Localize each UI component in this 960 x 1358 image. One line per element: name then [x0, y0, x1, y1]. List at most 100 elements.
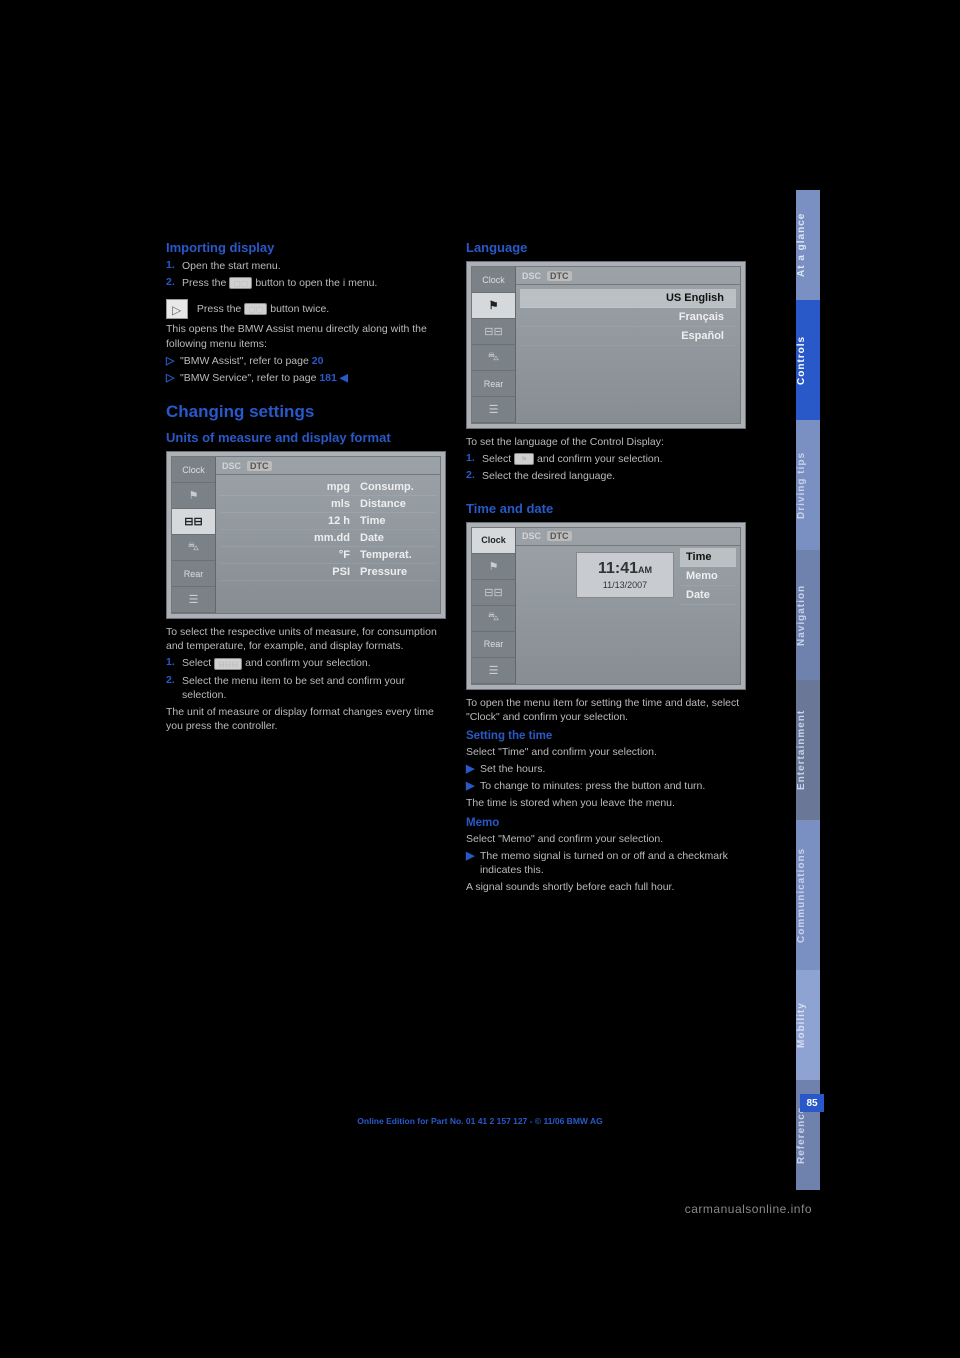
- lcd-side-clock: Clock: [172, 457, 215, 483]
- lcd-dtc: DTC: [547, 271, 572, 281]
- memo-paragraph-2: A signal sounds shortly before each full…: [466, 880, 746, 894]
- lcd-side-flag-icon: ⚑: [472, 293, 515, 319]
- lcd-time-list-item: Memo: [680, 567, 736, 586]
- step-number: 2.: [166, 276, 182, 290]
- lcd-dsc: DSC: [522, 531, 541, 541]
- lcd-side-menu-icon: ☰: [172, 587, 215, 613]
- lcd-main: DSC DTC 11:41AM 11/13/2007 TimeMemoDate: [516, 528, 740, 684]
- text-fragment: "BMW Assist", refer to page: [180, 355, 312, 367]
- lcd-dtc: DTC: [247, 461, 272, 471]
- lang-step-1: 1. Select ⚑ and confirm your selection.: [466, 452, 746, 466]
- text-fragment: button twice.: [270, 303, 329, 315]
- tab-at-a-glance[interactable]: At a glance: [796, 190, 820, 300]
- tab-communications[interactable]: Communications: [796, 820, 820, 970]
- step-body: Select the desired language.: [482, 469, 746, 483]
- heading-units: Units of measure and display format: [166, 430, 446, 445]
- note-bullet-1: ▷ "BMW Assist", refer to page 20: [166, 354, 446, 368]
- step-number: 1.: [166, 259, 182, 273]
- tab-controls[interactable]: Controls: [796, 300, 820, 420]
- lcd-time-screenshot: Clock ⚑ ⊟⊟ ⛍ Rear ☰ DSC DTC 11:41AM: [466, 522, 746, 690]
- imenu-button-icon: ▢▢: [229, 277, 252, 289]
- page-link[interactable]: 20: [312, 355, 324, 367]
- lcd-dtc: DTC: [547, 531, 572, 541]
- lcd-lang-row: Français: [520, 308, 736, 327]
- heading-time-date: Time and date: [466, 501, 746, 516]
- bullet-body: To change to minutes: press the button a…: [480, 779, 746, 793]
- lcd-side-ruler-icon: ⊟⊟: [472, 319, 515, 345]
- lcd-dsc: DSC: [522, 271, 541, 281]
- lang-paragraph-1: To set the language of the Control Displ…: [466, 435, 746, 449]
- lcd-side-car-icon: ⛍: [472, 345, 515, 371]
- tab-driving-tips[interactable]: Driving tips: [796, 420, 820, 550]
- text-fragment: Select: [182, 657, 214, 669]
- lcd-units-screenshot: Clock ⚑ ⊟⊟ ⛍ Rear ☰ DSC DTC mpgConsump.m…: [166, 451, 446, 619]
- units-paragraph-1: To select the respective units of measur…: [166, 625, 446, 653]
- units-step-2: 2. Select the menu item to be set and co…: [166, 674, 446, 702]
- lcd-sidebar: Clock ⚑ ⊟⊟ ⛍ Rear ☰: [172, 457, 216, 613]
- step-body: Select ⚑ and confirm your selection.: [482, 452, 746, 466]
- settime-paragraph: Select "Time" and confirm your selection…: [466, 745, 746, 759]
- lcd-side-clock: Clock: [472, 267, 515, 293]
- lcd-time-value: 11:41AM: [598, 560, 652, 578]
- text-fragment: "BMW Service", refer to page: [180, 372, 319, 384]
- lcd-side-rear: Rear: [172, 561, 215, 587]
- lcd-units-row: mlsDistance: [220, 496, 436, 513]
- lcd-units-row: 12 hTime: [220, 513, 436, 530]
- bullet-triangle: ▶: [466, 762, 480, 776]
- bullet-triangle: ▷: [166, 371, 180, 385]
- step-body: Select ⊟⊟⊟ and confirm your selection.: [182, 656, 446, 670]
- import-step-1: 1. Open the start menu.: [166, 259, 446, 273]
- note-icon: [166, 299, 188, 319]
- memo-paragraph: Select "Memo" and confirm your selection…: [466, 832, 746, 846]
- step-number: 2.: [166, 674, 182, 702]
- step-body: Press the ▢▢ button to open the i menu.: [182, 276, 446, 290]
- text-fragment: Press the: [197, 303, 244, 315]
- settime-paragraph-2: The time is stored when you leave the me…: [466, 796, 746, 810]
- page-link[interactable]: 181: [319, 372, 337, 384]
- lcd-side-flag-icon: ⚑: [472, 554, 515, 580]
- lcd-units-rows: mpgConsump.mlsDistance12 hTimemm.ddDate°…: [216, 475, 440, 585]
- lcd-side-rear: Rear: [472, 632, 515, 658]
- page-number: 85: [800, 1094, 824, 1112]
- lcd-topbar: DSC DTC: [216, 457, 440, 475]
- note-bullet-2: ▷ "BMW Service", refer to page 181 ◀: [166, 371, 446, 385]
- lcd-lang-row: US English: [520, 289, 736, 308]
- lcd-units-row: mm.ddDate: [220, 530, 436, 547]
- lcd-sidebar: Clock ⚑ ⊟⊟ ⛍ Rear ☰: [472, 267, 516, 423]
- bullet-body: "BMW Service", refer to page 181 ◀: [180, 371, 446, 385]
- lang-step-2: 2. Select the desired language.: [466, 469, 746, 483]
- lcd-side-menu-icon: ☰: [472, 397, 515, 423]
- lcd-side-clock: Clock: [472, 528, 515, 554]
- lcd-topbar: DSC DTC: [516, 528, 740, 546]
- lcd-time-list-item: Date: [680, 586, 736, 605]
- lcd-main: DSC DTC US EnglishFrançaisEspañol: [516, 267, 740, 423]
- lcd-main: DSC DTC mpgConsump.mlsDistance12 hTimemm…: [216, 457, 440, 613]
- step-number: 2.: [466, 469, 482, 483]
- memo-bullet-1: ▶ The memo signal is turned on or off an…: [466, 849, 746, 877]
- tab-entertainment[interactable]: Entertainment: [796, 680, 820, 820]
- lcd-side-ruler-icon: ⊟⊟: [172, 509, 215, 535]
- bullet-triangle: ▶: [466, 779, 480, 793]
- tab-navigation[interactable]: Navigation: [796, 550, 820, 680]
- lcd-side-flag-icon: ⚑: [172, 483, 215, 509]
- units-step-1: 1. Select ⊟⊟⊟ and confirm your selection…: [166, 656, 446, 670]
- units-paragraph-2: The unit of measure or display format ch…: [166, 705, 446, 733]
- lcd-lang-rows: US EnglishFrançaisEspañol: [516, 285, 740, 350]
- left-column: Importing display 1. Open the start menu…: [166, 232, 446, 736]
- text-fragment: and confirm your selection.: [245, 657, 370, 669]
- lcd-time-list-item: Time: [680, 548, 736, 567]
- watermark-text: carmanualsonline.info: [685, 1202, 812, 1216]
- heading-language: Language: [466, 240, 746, 255]
- text-fragment: Select: [482, 453, 514, 465]
- lcd-dsc: DSC: [222, 461, 241, 471]
- heading-changing-settings: Changing settings: [166, 402, 446, 422]
- imenu-button-icon: ▢▢: [244, 303, 267, 315]
- note-text: This opens the BMW Assist menu directly …: [166, 322, 446, 350]
- lcd-units-row: PSIPressure: [220, 564, 436, 581]
- settime-bullet-1: ▶ Set the hours.: [466, 762, 746, 776]
- tab-mobility[interactable]: Mobility: [796, 970, 820, 1080]
- heading-setting-time: Setting the time: [466, 730, 746, 742]
- side-tabs: At a glanceControlsDriving tipsNavigatio…: [796, 190, 820, 1130]
- footer-text: Online Edition for Part No. 01 41 2 157 …: [0, 1116, 960, 1126]
- text-fragment: button to open the i menu.: [255, 277, 377, 289]
